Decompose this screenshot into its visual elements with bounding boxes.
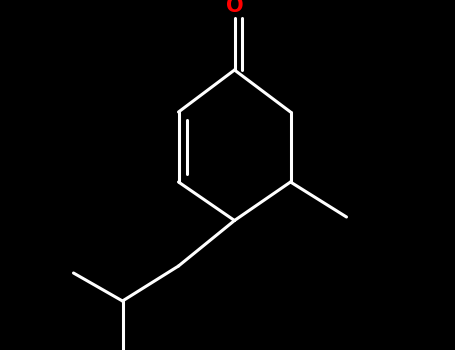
Text: O: O: [226, 0, 243, 16]
